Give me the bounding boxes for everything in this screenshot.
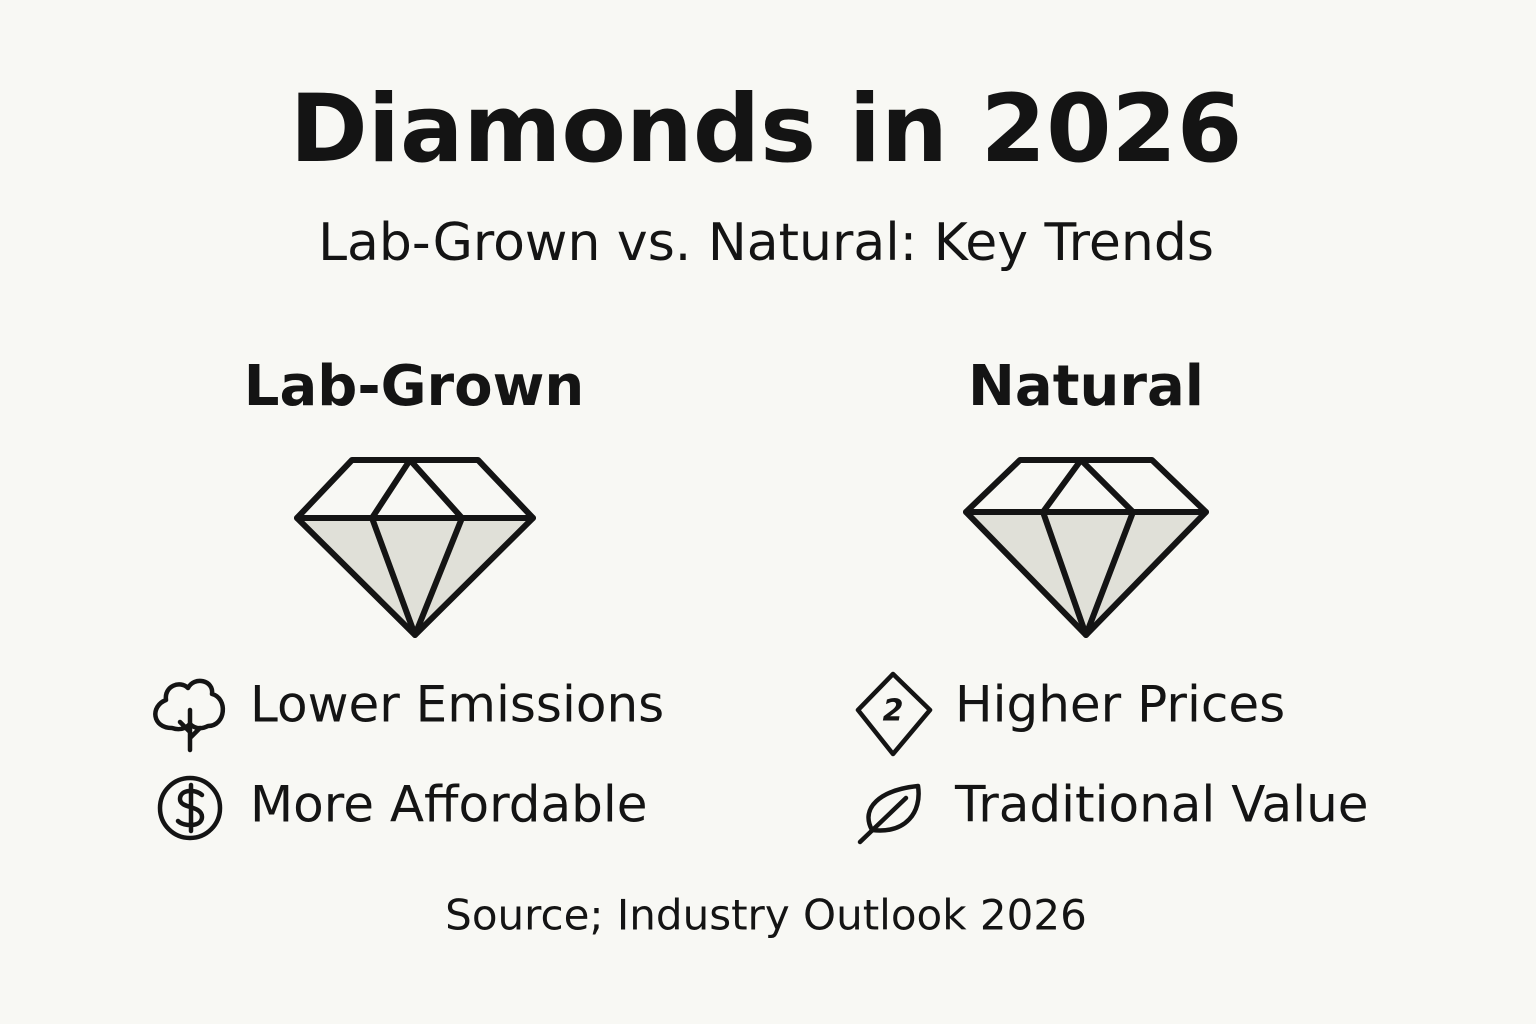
diamond-icon (294, 457, 536, 638)
item-label: Higher Prices (955, 676, 1285, 734)
emissions-icon (153, 678, 225, 753)
item-label: Traditional Value (954, 776, 1369, 834)
leaf-icon (857, 783, 921, 845)
icon-text: 2 (883, 694, 904, 729)
subtitle: Lab-Grown vs. Natural: Key Trends (318, 213, 1214, 273)
item-label: Lower Emissions (250, 676, 664, 734)
diamond-icon (963, 457, 1209, 638)
item-label: More Affordable (250, 776, 648, 834)
dollar-icon (157, 775, 223, 841)
source-note: Source; Industry Outlook 2026 (445, 891, 1087, 940)
price-icon: 2 (855, 671, 933, 757)
column-heading: Natural (968, 354, 1204, 419)
title: Diamonds in 2026 (290, 75, 1243, 184)
column-heading: Lab-Grown (244, 354, 584, 419)
